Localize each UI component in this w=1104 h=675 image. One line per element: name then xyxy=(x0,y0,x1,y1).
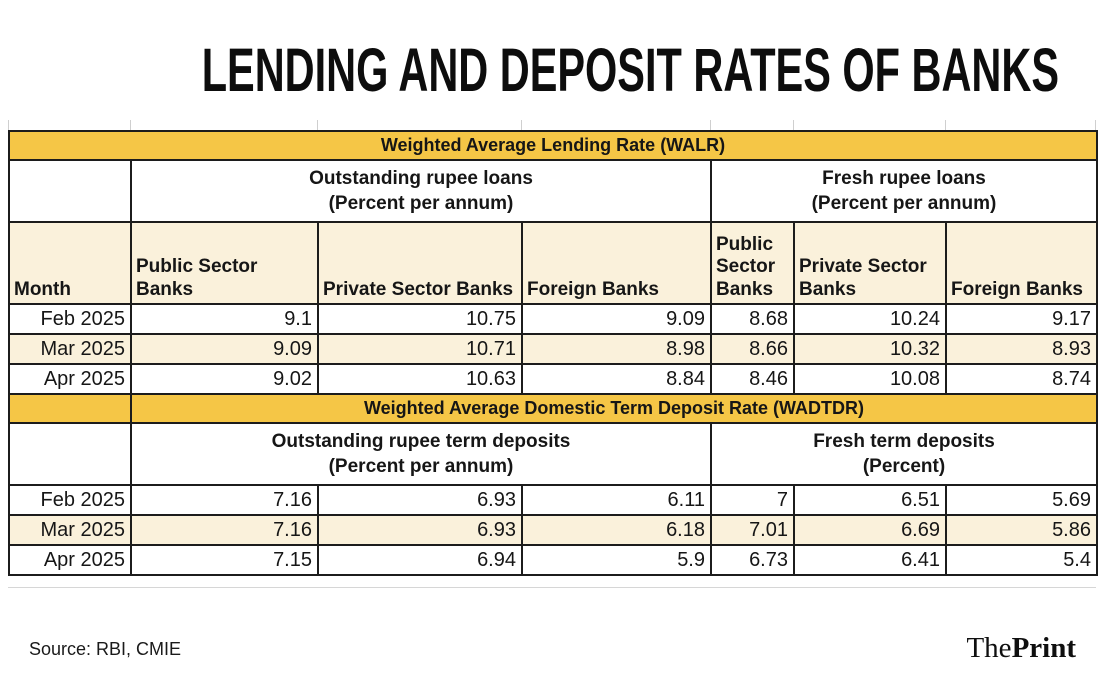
value-cell: 8.74 xyxy=(945,363,1098,395)
column-header-row: Month Public Sector Banks Private Sector… xyxy=(8,221,1098,305)
value-cell: 8.98 xyxy=(521,333,712,365)
col-header-public-sector-out: Public Sector Banks xyxy=(130,221,319,305)
empty-gold-cell xyxy=(8,393,132,424)
group-subtitle: (Percent per annum) xyxy=(328,456,514,477)
theprint-logo-print: Print xyxy=(1011,632,1076,664)
group-title: Outstanding rupee loans xyxy=(309,167,533,189)
month-cell: Apr 2025 xyxy=(8,363,132,395)
value-cell: 6.41 xyxy=(793,544,947,576)
value-cell: 8.93 xyxy=(945,333,1098,365)
month-cell: Feb 2025 xyxy=(8,484,132,516)
value-cell: 9.1 xyxy=(130,303,319,335)
walr-band-title: Weighted Average Lending Rate (WALR) xyxy=(8,130,1098,161)
wadtdr-band-row: Weighted Average Domestic Term Deposit R… xyxy=(8,393,1098,424)
table-bottom-remnant-line xyxy=(8,587,1096,588)
value-cell: 10.75 xyxy=(317,303,523,335)
group-subtitle: (Percent) xyxy=(862,456,946,477)
col-header-private-sector-fresh: Private Sector Banks xyxy=(793,221,947,305)
value-cell: 10.24 xyxy=(793,303,947,335)
wadtdr-band-title: Weighted Average Domestic Term Deposit R… xyxy=(130,393,1098,424)
col-header-foreign-fresh: Foreign Banks xyxy=(945,221,1098,305)
col-header-month: Month xyxy=(8,221,132,305)
value-cell: 9.02 xyxy=(130,363,319,395)
value-cell: 8.46 xyxy=(710,363,795,395)
value-cell: 8.66 xyxy=(710,333,795,365)
value-cell: 6.11 xyxy=(521,484,712,516)
group-subtitle: (Percent per annum) xyxy=(811,193,997,214)
table-row: Mar 2025 7.16 6.93 6.18 7.01 6.69 5.86 xyxy=(8,514,1098,546)
month-cell: Mar 2025 xyxy=(8,514,132,546)
value-cell: 5.86 xyxy=(945,514,1098,546)
theprint-logo: ThePrint xyxy=(966,632,1076,665)
page-title-text: LENDING AND DEPOSIT RATES OF BANKS xyxy=(201,36,1060,104)
table-row: Feb 2025 9.1 10.75 9.09 8.68 10.24 9.17 xyxy=(8,303,1098,335)
table-row: Apr 2025 9.02 10.63 8.84 8.46 10.08 8.74 xyxy=(8,363,1098,395)
empty-month-cell xyxy=(8,159,132,223)
group-subtitle: (Percent per annum) xyxy=(328,193,514,214)
value-cell: 7 xyxy=(710,484,795,516)
table-row: Mar 2025 9.09 10.71 8.98 8.66 10.32 8.93 xyxy=(8,333,1098,365)
group-title: Outstanding rupee term deposits xyxy=(271,430,571,452)
wadtdr-group-fresh: Fresh term deposits (Percent) xyxy=(710,422,1098,486)
value-cell: 6.93 xyxy=(317,514,523,546)
col-header-public-sector-fresh: Public Sector Banks xyxy=(710,221,795,305)
value-cell: 6.18 xyxy=(521,514,712,546)
walr-group-row: Outstanding rupee loans (Percent per ann… xyxy=(8,159,1098,223)
wadtdr-group-row: Outstanding rupee term deposits (Percent… xyxy=(8,422,1098,486)
value-cell: 7.15 xyxy=(130,544,319,576)
group-title: Fresh term deposits xyxy=(813,430,995,452)
value-cell: 6.73 xyxy=(710,544,795,576)
empty-month-cell xyxy=(8,422,132,486)
walr-group-fresh: Fresh rupee loans (Percent per annum) xyxy=(710,159,1098,223)
value-cell: 10.32 xyxy=(793,333,947,365)
wadtdr-group-outstanding: Outstanding rupee term deposits (Percent… xyxy=(130,422,712,486)
value-cell: 6.93 xyxy=(317,484,523,516)
walr-band-row: Weighted Average Lending Rate (WALR) xyxy=(8,130,1098,161)
value-cell: 8.84 xyxy=(521,363,712,395)
value-cell: 6.69 xyxy=(793,514,947,546)
value-cell: 10.63 xyxy=(317,363,523,395)
value-cell: 10.08 xyxy=(793,363,947,395)
theprint-logo-the: The xyxy=(966,632,1012,664)
walr-group-outstanding: Outstanding rupee loans (Percent per ann… xyxy=(130,159,712,223)
value-cell: 9.09 xyxy=(130,333,319,365)
col-header-foreign-out: Foreign Banks xyxy=(521,221,712,305)
month-cell: Apr 2025 xyxy=(8,544,132,576)
value-cell: 5.69 xyxy=(945,484,1098,516)
page-title: LENDING AND DEPOSIT RATES OF BANKS xyxy=(0,40,1104,101)
group-title: Fresh rupee loans xyxy=(822,167,986,189)
rates-table: Weighted Average Lending Rate (WALR) Out… xyxy=(8,130,1098,576)
value-cell: 8.68 xyxy=(710,303,795,335)
value-cell: 10.71 xyxy=(317,333,523,365)
value-cell: 5.4 xyxy=(945,544,1098,576)
value-cell: 7.01 xyxy=(710,514,795,546)
value-cell: 7.16 xyxy=(130,514,319,546)
table-row: Apr 2025 7.15 6.94 5.9 6.73 6.41 5.4 xyxy=(8,544,1098,576)
month-cell: Mar 2025 xyxy=(8,333,132,365)
source-note: Source: RBI, CMIE xyxy=(29,639,182,659)
value-cell: 5.9 xyxy=(521,544,712,576)
month-cell: Feb 2025 xyxy=(8,303,132,335)
value-cell: 6.94 xyxy=(317,544,523,576)
value-cell: 7.16 xyxy=(130,484,319,516)
table-row: Feb 2025 7.16 6.93 6.11 7 6.51 5.69 xyxy=(8,484,1098,516)
value-cell: 6.51 xyxy=(793,484,947,516)
value-cell: 9.17 xyxy=(945,303,1098,335)
col-header-private-sector-out: Private Sector Banks xyxy=(317,221,523,305)
value-cell: 9.09 xyxy=(521,303,712,335)
